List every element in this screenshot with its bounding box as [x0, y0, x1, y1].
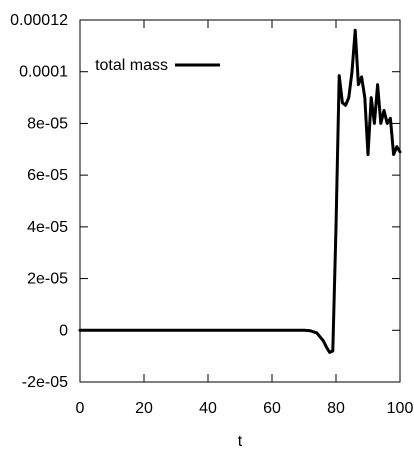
x-axis-ticks: 0 20 40 60 80 100 — [76, 20, 414, 417]
x-axis-label: t — [238, 433, 243, 450]
x-tick-label: 100 — [387, 400, 414, 417]
legend-label: total mass — [95, 57, 168, 74]
y-tick-label: 4e-05 — [27, 219, 68, 236]
y-tick-label: 0.0001 — [19, 64, 68, 81]
y-tick-label: 8e-05 — [27, 115, 68, 132]
legend: total mass — [95, 57, 220, 74]
y-tick-label: 0 — [59, 322, 68, 339]
y-tick-label: -2e-05 — [22, 374, 68, 391]
y-tick-label: 0.00012 — [10, 12, 68, 29]
x-tick-label: 20 — [135, 400, 153, 417]
x-tick-label: 40 — [199, 400, 217, 417]
y-tick-label: 6e-05 — [27, 167, 68, 184]
x-tick-label: 80 — [327, 400, 345, 417]
y-tick-label: 2e-05 — [27, 271, 68, 288]
x-tick-label: 0 — [76, 400, 85, 417]
x-tick-label: 60 — [263, 400, 281, 417]
plot-frame — [79, 19, 401, 383]
series-line-total-mass — [78, 28, 402, 354]
y-axis-ticks: -2e-05 0 2e-05 4e-05 6e-05 8e-05 0.0001 0.00012 — [10, 12, 400, 391]
